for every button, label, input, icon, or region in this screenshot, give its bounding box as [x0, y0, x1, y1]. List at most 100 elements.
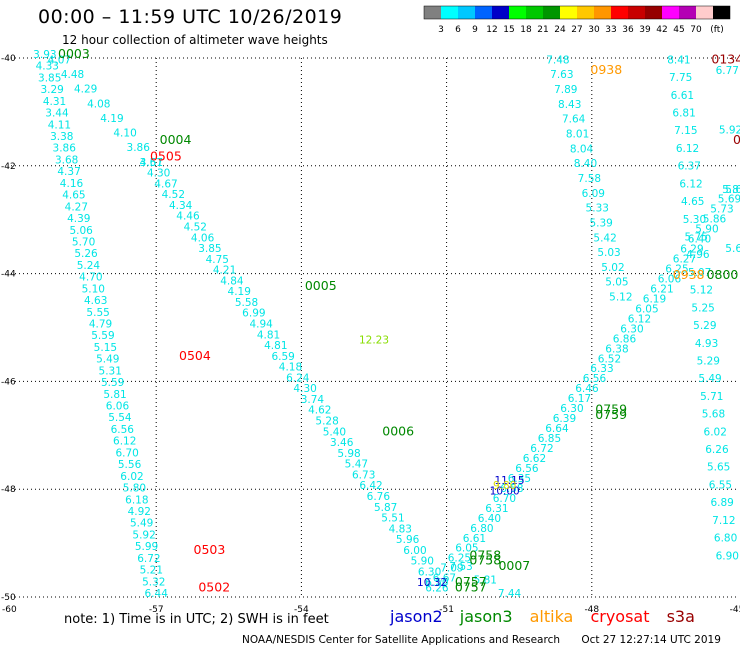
x-tick-label: -57 — [149, 605, 164, 615]
swh-value: 6.21 — [650, 283, 673, 295]
swh-value: 6.38 — [605, 343, 628, 355]
swh-value: 5.55 — [86, 307, 109, 319]
legend-swatch — [628, 6, 645, 19]
legend-tick-label: 39 — [639, 25, 651, 35]
swh-value: 5.96 — [396, 534, 420, 546]
pass-time-label: 0007 — [498, 558, 530, 573]
pass-time-label: 0758 — [469, 547, 501, 562]
y-tick-label: -50 — [1, 593, 16, 603]
x-tick-label: -54 — [294, 605, 309, 615]
swh-value: 5.73 — [710, 204, 733, 216]
swh-value: 5.31 — [99, 365, 122, 377]
swh-value: 6.12 — [628, 313, 651, 325]
y-tick-label: -48 — [1, 485, 16, 495]
swh-value: 4.19 — [100, 113, 123, 125]
swh-value: 6.56 — [111, 424, 135, 436]
swh-value: 6.17 — [568, 393, 591, 405]
legend-tick-label: 21 — [537, 25, 548, 35]
legend-swatch — [645, 6, 662, 19]
swh-value: 5.59 — [91, 330, 114, 342]
legend-swatch — [458, 6, 475, 19]
pass-time-label: 0759 — [595, 402, 627, 417]
swh-value: 5.12 — [609, 292, 632, 304]
swh-value: 6.56 — [583, 373, 607, 385]
pass-time-label: 0504 — [179, 348, 211, 363]
swh-value: 7.58 — [578, 173, 601, 185]
swh-value: 4.65 — [681, 196, 704, 208]
swh-value: 5.02 — [601, 262, 624, 274]
swh-value: 4.08 — [87, 98, 110, 110]
swh-value: 6.12 — [676, 143, 699, 155]
swh-value: 5.40 — [323, 426, 346, 438]
swh-value: 6.02 — [704, 426, 727, 438]
pass-time-label: 0759 — [595, 407, 627, 422]
swh-value: 6.61 — [671, 90, 694, 102]
swh-value: 5.21 — [140, 565, 163, 577]
swh-value: 4.48 — [61, 69, 84, 81]
swh-value-highlight: 11.15 — [494, 475, 524, 487]
pass-time-label: 0757 — [455, 580, 487, 595]
swh-value: 5.92 — [132, 529, 155, 541]
swh-value: 5.28 — [315, 416, 338, 428]
swh-value: 4.21 — [213, 265, 236, 277]
swh-value: 6.26 — [425, 583, 449, 595]
legend-tick-label: 9 — [472, 25, 478, 35]
legend-tick-label: 12 — [486, 25, 497, 35]
pass-time-label: 0 — [733, 132, 740, 147]
chart-subtitle: 12 hour collection of altimeter wave hei… — [62, 33, 328, 47]
satellite-legend: jason2 jason3 altika cryosat s3a — [390, 607, 707, 626]
legend-tick-label: 33 — [605, 25, 616, 35]
swh-value: 7.75 — [669, 72, 692, 84]
swh-value: 5.29 — [697, 355, 720, 367]
swh-value: 4.81 — [257, 329, 280, 341]
swh-value: 3.29 — [40, 84, 63, 96]
swh-value: 4.70 — [79, 272, 102, 284]
pass-time-label: 0757 — [455, 574, 487, 589]
swh-value: 5.51 — [381, 513, 404, 525]
swh-value: 4.62 — [308, 405, 331, 417]
swh-value: 7.44 — [498, 588, 522, 600]
swh-value: 6.89 — [710, 497, 733, 509]
legend-tick-label: 42 — [656, 25, 667, 35]
swh-value: 6.80 — [714, 533, 737, 545]
swh-value: 6.37 — [678, 161, 701, 173]
y-tick-label: -42 — [1, 162, 16, 172]
swh-value: 5.42 — [593, 232, 616, 244]
legend-tick-label: 36 — [622, 25, 634, 35]
swh-value: 6.18 — [125, 494, 148, 506]
legend-swatch — [441, 6, 458, 19]
swh-value: 3.85 — [38, 72, 61, 84]
swh-value: 7.12 — [712, 515, 735, 527]
pass-time-label: 0938 — [673, 267, 705, 282]
swh-value: 6.52 — [598, 353, 621, 365]
pass-time-label: 0758 — [469, 553, 501, 568]
pass-time-label: 0502 — [198, 580, 230, 595]
swh-value: 4.52 — [162, 189, 185, 201]
legend-swatch — [696, 6, 713, 19]
swh-value: 6.00 — [403, 545, 426, 557]
swh-value: 5.12 — [690, 285, 713, 297]
swh-value: 4.11 — [48, 119, 71, 131]
swh-value: 6.70 — [115, 447, 138, 459]
swh-value: 6.85 — [538, 433, 561, 445]
satellite-jason3: jason3 — [459, 607, 513, 626]
swh-value: 3.93 — [33, 49, 56, 61]
swh-value: 6.67 — [433, 573, 456, 585]
swh-value: 5.24 — [77, 260, 101, 272]
swh-value: 5.87 — [374, 502, 397, 514]
swh-value: 5.49 — [130, 518, 153, 530]
swh-value: 5.32 — [142, 576, 165, 588]
swh-value: 8.04 — [570, 143, 594, 155]
swh-value: 6.58 — [500, 483, 523, 495]
units-note: note: 1) Time is in UTC; 2) SWH is in fe… — [64, 612, 329, 627]
swh-value: 6.06 — [658, 273, 682, 285]
swh-value: 5.80 — [123, 483, 146, 495]
swh-value: 5.26 — [74, 248, 98, 260]
pass-time-label: 0134 — [711, 51, 740, 66]
swh-value: 3.46 — [330, 437, 354, 449]
swh-value: 5.30 — [683, 214, 706, 226]
legend-swatch — [424, 6, 441, 19]
swh-value: 6.06 — [106, 401, 130, 413]
swh-value: 5.39 — [589, 217, 612, 229]
swh-value: 8.40 — [574, 158, 597, 170]
